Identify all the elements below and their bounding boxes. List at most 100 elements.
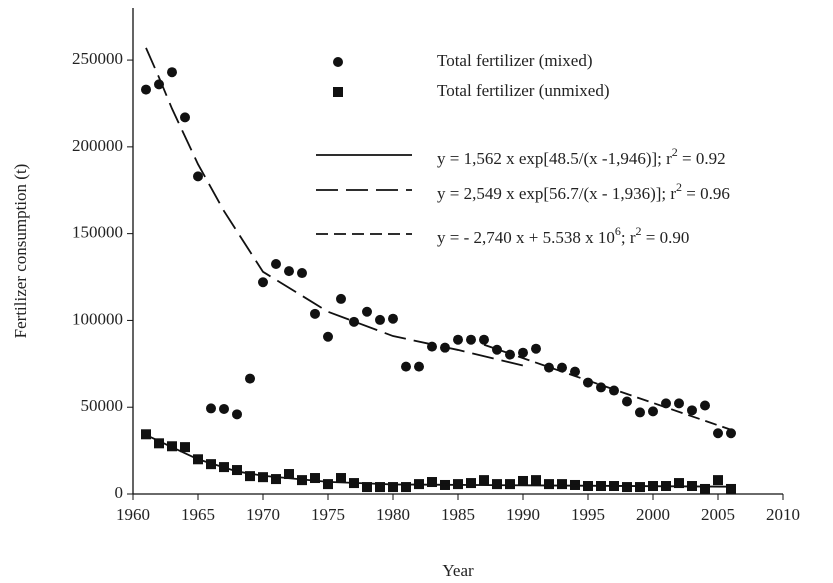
point bbox=[362, 482, 372, 493]
point bbox=[154, 438, 164, 449]
superscript: 6 bbox=[615, 224, 621, 238]
x-tick-label: 2000 bbox=[636, 505, 670, 524]
legend-text: y = 1,562 x exp[48.5/(x -1,946)]; r bbox=[437, 149, 672, 168]
point bbox=[167, 67, 177, 78]
y-tick-label: 0 bbox=[115, 483, 124, 502]
point bbox=[466, 334, 476, 345]
x-tick-label: 1980 bbox=[376, 505, 410, 524]
legend-text: ; r bbox=[621, 228, 636, 247]
point bbox=[362, 306, 372, 317]
point bbox=[635, 482, 645, 493]
point bbox=[583, 377, 593, 388]
point bbox=[479, 334, 489, 345]
point bbox=[518, 347, 528, 358]
fit-line bbox=[145, 434, 732, 488]
superscript: 2 bbox=[672, 145, 678, 159]
point bbox=[544, 362, 554, 373]
point bbox=[414, 361, 424, 372]
point bbox=[245, 471, 255, 482]
x-tick-label: 2010 bbox=[766, 505, 800, 524]
x-tick-label: 1990 bbox=[506, 505, 540, 524]
point bbox=[609, 385, 619, 396]
x-tick-label: 1975 bbox=[311, 505, 345, 524]
point bbox=[271, 474, 281, 485]
x-tick-label: 2005 bbox=[701, 505, 735, 524]
legend-label: y = 2,549 x exp[56.7/(x - 1,936)]; r2 = … bbox=[437, 180, 730, 203]
legend-label: y = 1,562 x exp[48.5/(x -1,946)]; r2 = 0… bbox=[437, 145, 726, 168]
point bbox=[180, 442, 190, 453]
point bbox=[336, 473, 346, 484]
point bbox=[141, 429, 151, 440]
point bbox=[557, 479, 567, 490]
point bbox=[700, 400, 710, 411]
point bbox=[531, 343, 541, 354]
x-tick-label: 1965 bbox=[181, 505, 215, 524]
point bbox=[388, 482, 398, 493]
legend-text: y = 2,549 x exp[56.7/(x - 1,936)]; r bbox=[437, 184, 676, 203]
legend-text: = 0.96 bbox=[682, 184, 730, 203]
point bbox=[401, 482, 411, 493]
point bbox=[479, 475, 489, 486]
point bbox=[258, 277, 268, 288]
legend-label: y = - 2,740 x + 5.538 x 106; r2 = 0.90 bbox=[437, 224, 689, 247]
point bbox=[622, 482, 632, 493]
point bbox=[687, 405, 697, 416]
legend-text: = 0.90 bbox=[641, 228, 689, 247]
point bbox=[453, 334, 463, 345]
point bbox=[713, 428, 723, 439]
point bbox=[726, 428, 736, 439]
point bbox=[388, 313, 398, 324]
point bbox=[141, 84, 151, 95]
point bbox=[674, 398, 684, 409]
point bbox=[492, 479, 502, 490]
y-tick-label: 100000 bbox=[72, 309, 123, 328]
point bbox=[492, 344, 502, 355]
x-axis-label: Year bbox=[442, 561, 474, 580]
point bbox=[622, 396, 632, 407]
point bbox=[310, 473, 320, 484]
point bbox=[531, 475, 541, 486]
y-tick-label: 250000 bbox=[72, 49, 123, 68]
point bbox=[271, 259, 281, 270]
x-tick-label: 1960 bbox=[116, 505, 150, 524]
point bbox=[505, 479, 515, 490]
point bbox=[180, 112, 190, 123]
point bbox=[232, 409, 242, 420]
point bbox=[375, 482, 385, 493]
fit-line bbox=[145, 47, 524, 367]
legend-text: Total fertilizer (unmixed) bbox=[437, 81, 610, 100]
point bbox=[700, 483, 710, 494]
point bbox=[310, 308, 320, 319]
y-tick-label: 200000 bbox=[72, 136, 123, 155]
point bbox=[323, 479, 333, 490]
superscript: 2 bbox=[676, 180, 682, 194]
point bbox=[323, 331, 333, 342]
point bbox=[258, 472, 268, 483]
point bbox=[570, 366, 580, 377]
point bbox=[219, 403, 229, 414]
point bbox=[206, 403, 216, 414]
point bbox=[193, 171, 203, 182]
point bbox=[518, 475, 528, 486]
point bbox=[713, 475, 723, 486]
point bbox=[726, 483, 736, 494]
x-tick-label: 1970 bbox=[246, 505, 280, 524]
point bbox=[544, 479, 554, 490]
legend-marker bbox=[333, 87, 343, 97]
point bbox=[232, 465, 242, 476]
legend-text: y = - 2,740 x + 5.538 x 10 bbox=[437, 228, 615, 247]
legend-label: Total fertilizer (unmixed) bbox=[437, 81, 610, 100]
legend-label: Total fertilizer (mixed) bbox=[437, 51, 593, 70]
fit-line bbox=[483, 343, 732, 431]
point bbox=[674, 478, 684, 489]
legend-marker bbox=[333, 57, 343, 67]
superscript: 2 bbox=[635, 224, 641, 238]
point bbox=[596, 382, 606, 393]
x-tick-label: 1995 bbox=[571, 505, 605, 524]
point bbox=[375, 314, 385, 325]
y-tick-label: 150000 bbox=[72, 223, 123, 242]
point bbox=[297, 268, 307, 279]
point bbox=[349, 316, 359, 327]
point bbox=[245, 373, 255, 384]
